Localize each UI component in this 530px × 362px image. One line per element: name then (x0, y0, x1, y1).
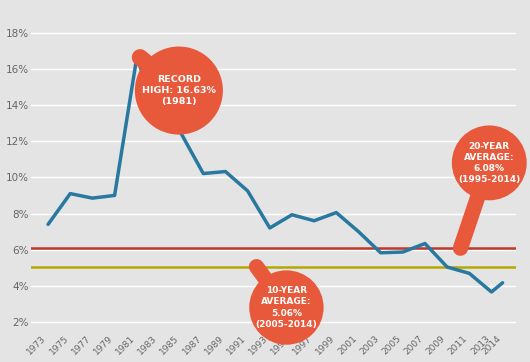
Text: 10-YEAR
AVERAGE:
5.06%
(2005-2014): 10-YEAR AVERAGE: 5.06% (2005-2014) (255, 267, 317, 329)
Text: RECORD
HIGH: 16.63%
(1981): RECORD HIGH: 16.63% (1981) (140, 58, 216, 106)
Text: 20-YEAR
AVERAGE:
6.08%
(1995-2014): 20-YEAR AVERAGE: 6.08% (1995-2014) (458, 142, 520, 248)
